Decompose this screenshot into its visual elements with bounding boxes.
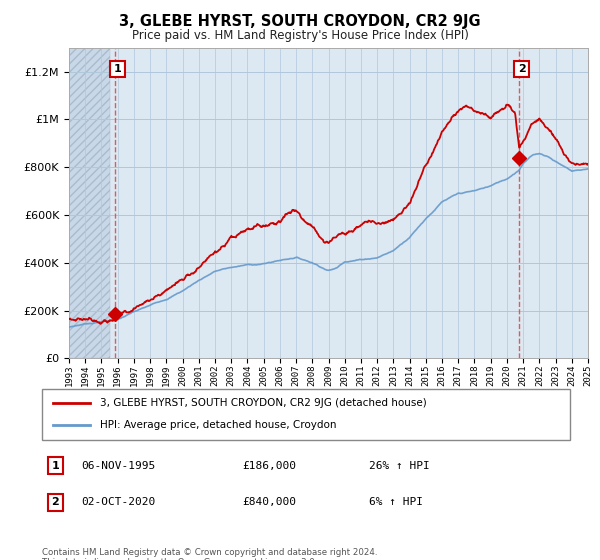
Text: £186,000: £186,000 xyxy=(242,460,296,470)
Text: Contains HM Land Registry data © Crown copyright and database right 2024.
This d: Contains HM Land Registry data © Crown c… xyxy=(42,548,377,560)
Text: 02-OCT-2020: 02-OCT-2020 xyxy=(82,497,156,507)
Text: Price paid vs. HM Land Registry's House Price Index (HPI): Price paid vs. HM Land Registry's House … xyxy=(131,29,469,42)
Text: 3, GLEBE HYRST, SOUTH CROYDON, CR2 9JG: 3, GLEBE HYRST, SOUTH CROYDON, CR2 9JG xyxy=(119,14,481,29)
Text: 1: 1 xyxy=(114,64,122,74)
Text: 26% ↑ HPI: 26% ↑ HPI xyxy=(370,460,430,470)
FancyBboxPatch shape xyxy=(42,389,570,440)
Text: 2: 2 xyxy=(518,64,526,74)
Text: HPI: Average price, detached house, Croydon: HPI: Average price, detached house, Croy… xyxy=(100,421,337,431)
Text: 3, GLEBE HYRST, SOUTH CROYDON, CR2 9JG (detached house): 3, GLEBE HYRST, SOUTH CROYDON, CR2 9JG (… xyxy=(100,398,427,408)
Text: £840,000: £840,000 xyxy=(242,497,296,507)
Text: 2: 2 xyxy=(52,497,59,507)
Text: 06-NOV-1995: 06-NOV-1995 xyxy=(82,460,156,470)
Bar xyxy=(69,48,110,358)
Text: 1: 1 xyxy=(52,460,59,470)
Text: 6% ↑ HPI: 6% ↑ HPI xyxy=(370,497,424,507)
